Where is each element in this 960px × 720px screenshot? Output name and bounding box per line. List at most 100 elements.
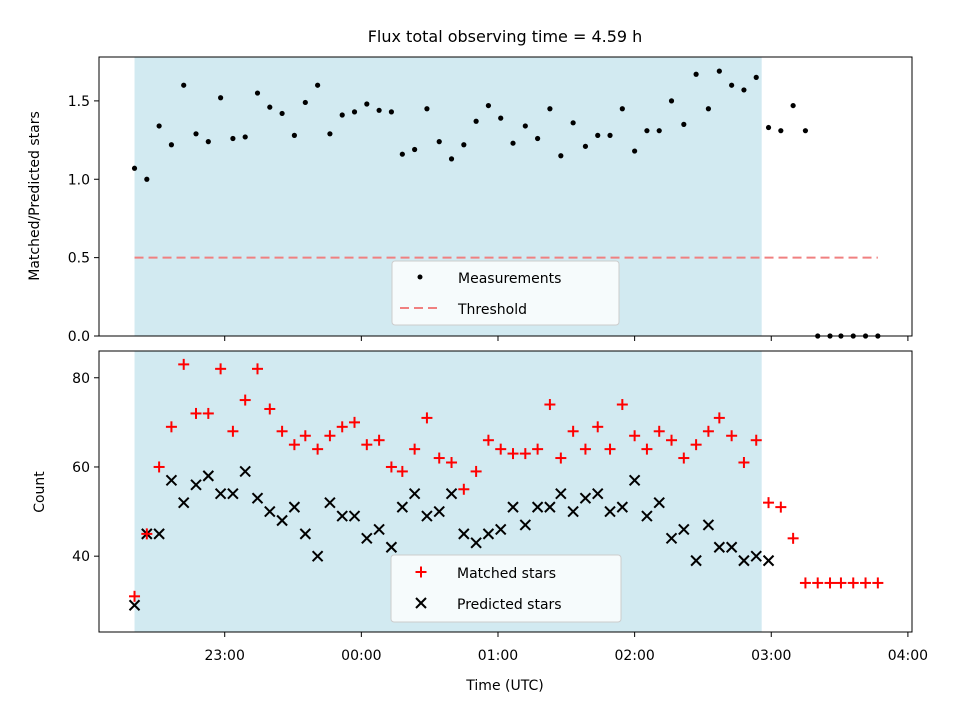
measurement-point xyxy=(351,109,358,115)
xtick-label: 00:00 xyxy=(341,648,381,664)
matched-stars-point xyxy=(153,461,165,473)
measurement-point xyxy=(558,153,564,159)
predicted-stars-point xyxy=(264,505,276,518)
top-ytick-label: 0.0 xyxy=(68,329,90,345)
predicted-stars-point xyxy=(555,488,567,500)
measurement-point xyxy=(656,128,662,134)
predicted-stars-point xyxy=(336,510,348,522)
measurement-point xyxy=(705,106,712,112)
measurement-point xyxy=(193,131,199,137)
matched-stars-point xyxy=(299,430,311,442)
bottom-ylabel: Count xyxy=(32,471,48,513)
matched-stars-point xyxy=(276,425,288,437)
measurement-point xyxy=(765,124,772,131)
matched-stars-point xyxy=(616,399,628,411)
matched-stars-point xyxy=(336,421,348,433)
matched-stars-point xyxy=(239,394,251,406)
matched-stars-point xyxy=(202,407,214,419)
matched-stars-point xyxy=(738,457,750,469)
matched-stars-point xyxy=(288,439,300,451)
matched-stars-point xyxy=(349,416,361,428)
measurement-point xyxy=(802,128,809,134)
matched-stars-point xyxy=(604,443,616,455)
xtick-label: 01:00 xyxy=(478,648,518,664)
matched-stars-point xyxy=(592,421,604,433)
predicted-stars-point xyxy=(519,519,532,531)
matched-stars-point xyxy=(507,448,519,460)
matched-stars-point xyxy=(824,577,836,589)
predicted-stars-point xyxy=(396,501,409,513)
measurement-point xyxy=(753,74,759,80)
predicted-stars-point xyxy=(641,510,653,522)
matched-stars-point xyxy=(678,452,690,464)
measurement-point xyxy=(230,135,236,142)
predicted-stars-point xyxy=(604,505,616,518)
xtick-label: 23:00 xyxy=(205,648,245,664)
matched-stars-point xyxy=(396,465,408,477)
matched-stars-point xyxy=(641,443,653,455)
matched-stars-point xyxy=(666,434,678,446)
matched-stars-point xyxy=(555,452,567,464)
measurement-point xyxy=(156,123,162,129)
top-ytick-label: 1.5 xyxy=(68,94,90,110)
legend-measurements-label: Measurements xyxy=(458,271,561,287)
predicted-stars-point xyxy=(373,523,385,536)
legend-predicted-label: Predicted stars xyxy=(457,597,562,613)
measurement-point xyxy=(668,98,675,104)
top-panel: 0.0 0.5 1.0 1.5 Matched/Predicted stars Mea… xyxy=(27,56,913,345)
matched-stars-point xyxy=(860,577,872,589)
predicted-stars-point xyxy=(165,474,178,487)
measurement-point xyxy=(595,132,601,138)
measurement-point xyxy=(267,104,273,110)
measurement-point xyxy=(547,106,553,112)
top-legend-box xyxy=(391,260,620,326)
measurement-point xyxy=(254,90,261,96)
matched-stars-point xyxy=(482,434,494,446)
matched-stars-point xyxy=(446,457,458,469)
measurement-point xyxy=(242,134,248,140)
predicted-stars-point xyxy=(445,488,458,500)
predicted-stars-point xyxy=(628,474,641,487)
measurement-point xyxy=(388,109,395,115)
predicted-stars-point xyxy=(227,488,239,500)
measurement-point xyxy=(339,112,345,118)
bottom-legend-box xyxy=(390,554,622,623)
predicted-stars-point xyxy=(202,470,215,482)
legend-plus-glyph xyxy=(415,566,427,578)
bottom-ytick-label: 80 xyxy=(72,371,90,387)
predicted-stars-point xyxy=(531,501,544,513)
matched-stars-point xyxy=(141,528,153,540)
measurement-point xyxy=(535,135,541,142)
matched-stars-point xyxy=(544,399,556,411)
predicted-stars-point xyxy=(665,532,678,545)
predicted-stars-point xyxy=(482,528,495,540)
measurement-point xyxy=(607,132,613,138)
matched-stars-point xyxy=(470,465,482,477)
measurement-point xyxy=(510,140,516,146)
predicted-stars-point xyxy=(311,550,324,562)
measurement-point xyxy=(716,68,722,74)
predicted-stars-point xyxy=(214,488,227,500)
predicted-stars-point xyxy=(616,501,629,513)
predicted-stars-point xyxy=(299,528,312,540)
matched-stars-point xyxy=(787,532,799,544)
matched-stars-point xyxy=(629,430,641,442)
matched-stars-point xyxy=(312,443,324,455)
legend-matched-label: Matched stars xyxy=(457,566,556,582)
predicted-stars-point xyxy=(251,492,264,504)
measurement-point xyxy=(448,156,455,162)
measurement-point xyxy=(181,82,187,88)
predicted-stars-point xyxy=(544,501,556,513)
matched-stars-point xyxy=(532,443,544,455)
measurement-point xyxy=(778,128,784,134)
predicted-stars-point xyxy=(713,541,726,553)
predicted-stars-point xyxy=(592,488,604,500)
predicted-stars-point xyxy=(653,496,665,509)
predicted-stars-point xyxy=(762,554,775,567)
measurement-point xyxy=(693,71,699,77)
predicted-stars-point xyxy=(678,523,690,536)
measurement-point xyxy=(424,106,430,112)
matched-stars-point xyxy=(215,363,227,375)
predicted-stars-point xyxy=(348,510,361,522)
